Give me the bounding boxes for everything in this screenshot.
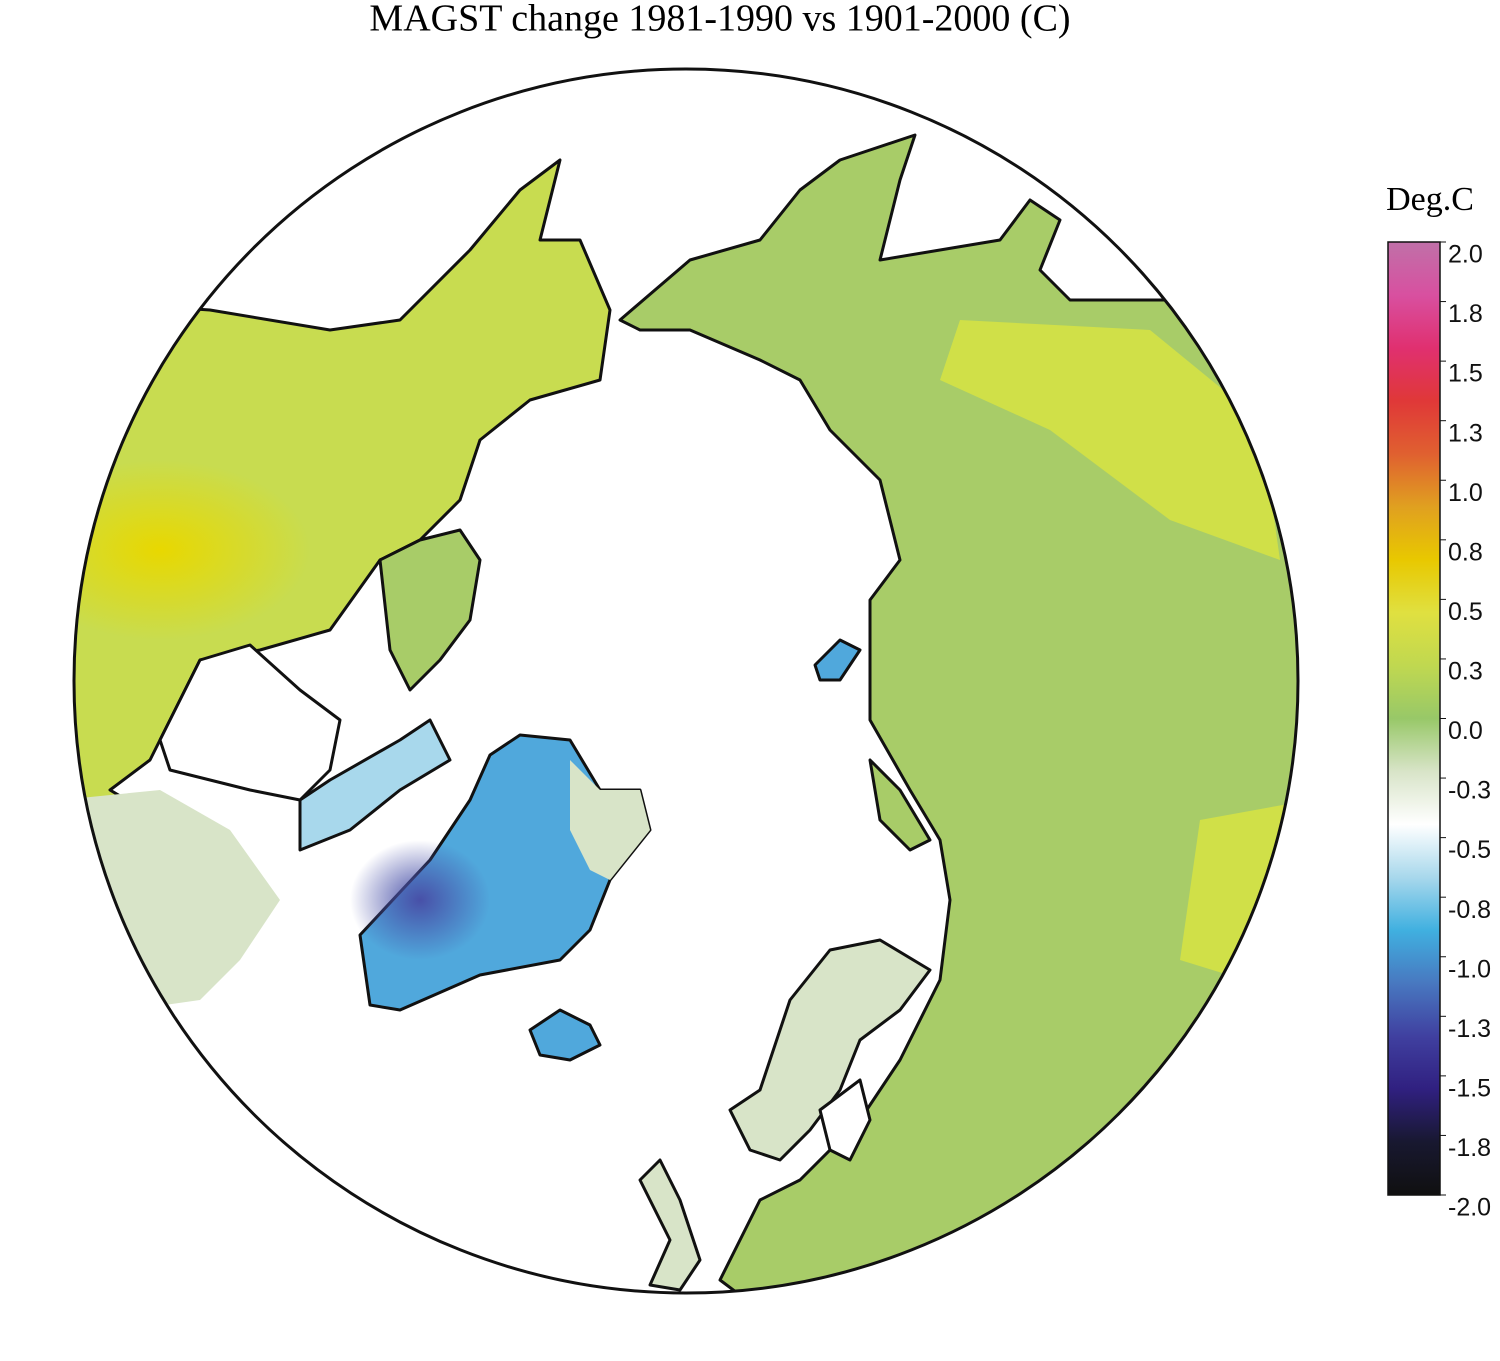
colorbar-label: Deg.C <box>1386 181 1474 218</box>
colorbar-tick-label: -0.3 <box>1448 777 1491 805</box>
warm-area <box>74 460 310 640</box>
colorbar-tick-label: -1.0 <box>1448 955 1491 983</box>
iceland <box>528 1008 602 1062</box>
colorbar-tick-label: 0.3 <box>1448 658 1483 686</box>
map-border <box>72 67 1300 1295</box>
colorbar-tick-label: -1.8 <box>1448 1134 1491 1162</box>
colorbar-tick-label: -0.8 <box>1448 896 1491 924</box>
colorbar-tick-label: 0.8 <box>1448 538 1483 566</box>
hudson-bay <box>158 643 342 802</box>
labrador <box>298 718 452 852</box>
svalbard <box>813 638 862 682</box>
novaya-zemlya <box>868 758 932 852</box>
map-area <box>74 69 1298 1293</box>
colorbar-tick-label: -1.3 <box>1448 1015 1491 1043</box>
colorbar <box>1387 241 1441 1196</box>
scandinavia <box>728 938 932 1162</box>
siberia-warm <box>940 320 1280 560</box>
colorbar-tick-label: 1.5 <box>1448 360 1483 388</box>
britain <box>638 1158 702 1292</box>
colorbar-tick-label: -2.0 <box>1448 1194 1491 1222</box>
colorbar-tick-label: -0.5 <box>1448 836 1491 864</box>
map-title: MAGST change 1981-1990 vs 1901-2000 (C) <box>369 0 1070 40</box>
colorbar-tick-label: 2.0 <box>1448 241 1483 269</box>
colorbar-tick-label: 0.0 <box>1448 717 1483 745</box>
greenland-east <box>570 760 650 880</box>
colorbar-tick-label: 1.8 <box>1448 300 1483 328</box>
cold-area <box>350 840 490 960</box>
arctic-islands <box>378 528 482 692</box>
colorbar-tick-label: 0.5 <box>1448 598 1483 626</box>
colorbar-tick-label: -1.5 <box>1448 1074 1491 1102</box>
baltic <box>818 1078 872 1162</box>
colorbar-tick-label: 1.0 <box>1448 479 1483 507</box>
colorbar-tick-label: 1.3 <box>1448 419 1483 447</box>
